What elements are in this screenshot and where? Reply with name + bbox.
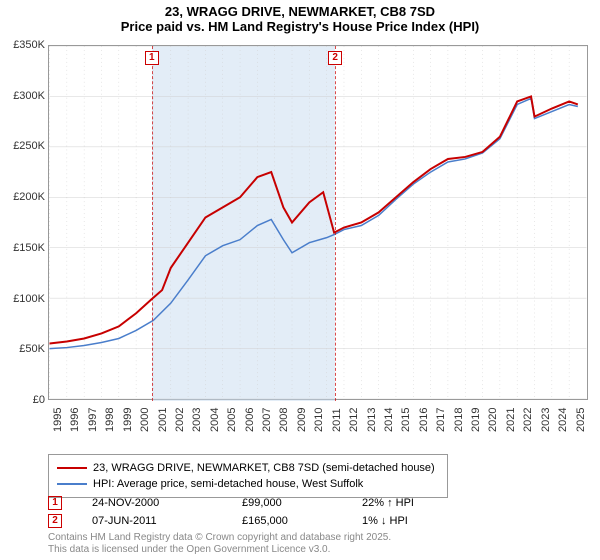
x-axis-label: 1995 xyxy=(52,408,64,432)
x-axis-label: 1999 xyxy=(122,408,134,432)
x-axis-label: 2001 xyxy=(157,408,169,432)
legend-item: HPI: Average price, semi-detached house,… xyxy=(57,476,439,492)
legend: 23, WRAGG DRIVE, NEWMARKET, CB8 7SD (sem… xyxy=(48,454,448,498)
footer-line-2: This data is licensed under the Open Gov… xyxy=(48,544,391,556)
x-axis-label: 2009 xyxy=(296,408,308,432)
event-row: 2 07-JUN-2011£165,0001% ↓ HPI xyxy=(48,512,442,530)
legend-item: 23, WRAGG DRIVE, NEWMARKET, CB8 7SD (sem… xyxy=(57,460,439,476)
footer-line-1: Contains HM Land Registry data © Crown c… xyxy=(48,532,391,544)
event-table: 1 24-NOV-2000£99,00022% ↑ HPI 2 07-JUN-2011… xyxy=(48,494,442,530)
x-axis-label: 2013 xyxy=(366,408,378,432)
event-marker-box: 1 xyxy=(145,51,159,65)
x-axis-label: 2016 xyxy=(418,408,430,432)
x-axis-label: 2003 xyxy=(191,408,203,432)
y-axis-label: £0 xyxy=(3,394,45,406)
event-price: £99,000 xyxy=(242,497,362,509)
chart-plot-area: 12 xyxy=(48,45,588,400)
x-axis-label: 2006 xyxy=(244,408,256,432)
x-axis-label: 2025 xyxy=(575,408,587,432)
event-marker-line xyxy=(152,46,153,401)
legend-label: HPI: Average price, semi-detached house,… xyxy=(93,478,363,490)
x-axis-label: 2005 xyxy=(226,408,238,432)
y-axis-label: £100K xyxy=(3,293,45,305)
event-delta: 22% ↑ HPI xyxy=(362,497,442,509)
event-row: 1 24-NOV-2000£99,00022% ↑ HPI xyxy=(48,494,442,512)
footer-attribution: Contains HM Land Registry data © Crown c… xyxy=(48,532,391,556)
event-delta: 1% ↓ HPI xyxy=(362,515,442,527)
chart-title: 23, WRAGG DRIVE, NEWMARKET, CB8 7SD xyxy=(0,0,600,19)
x-axis-label: 2010 xyxy=(313,408,325,432)
event-date: 07-JUN-2011 xyxy=(92,515,242,527)
x-axis-label: 2017 xyxy=(435,408,447,432)
y-axis-label: £50K xyxy=(3,343,45,355)
x-axis-label: 2011 xyxy=(331,408,343,432)
x-axis-label: 2018 xyxy=(453,408,465,432)
x-axis-label: 2021 xyxy=(505,408,517,432)
x-axis-label: 2020 xyxy=(487,408,499,432)
x-axis-label: 2012 xyxy=(348,408,360,432)
x-axis-label: 1996 xyxy=(69,408,81,432)
event-price: £165,000 xyxy=(242,515,362,527)
x-axis-label: 2008 xyxy=(278,408,290,432)
x-axis-label: 1998 xyxy=(104,408,116,432)
legend-swatch xyxy=(57,483,87,485)
event-marker-badge: 1 xyxy=(48,496,62,510)
x-axis-label: 2000 xyxy=(139,408,151,432)
event-marker-badge: 2 xyxy=(48,514,62,528)
y-axis-label: £250K xyxy=(3,140,45,152)
y-axis-label: £150K xyxy=(3,242,45,254)
x-axis-label: 2015 xyxy=(400,408,412,432)
x-axis-label: 2004 xyxy=(209,408,221,432)
chart-svg xyxy=(49,46,587,399)
chart-subtitle: Price paid vs. HM Land Registry's House … xyxy=(0,19,600,34)
y-axis-label: £350K xyxy=(3,39,45,51)
event-marker-line xyxy=(335,46,336,401)
x-axis-label: 2002 xyxy=(174,408,186,432)
legend-swatch xyxy=(57,467,87,469)
y-axis-label: £300K xyxy=(3,90,45,102)
x-axis-label: 2019 xyxy=(470,408,482,432)
x-axis-label: 1997 xyxy=(87,408,99,432)
x-axis-label: 2007 xyxy=(261,408,273,432)
y-axis-label: £200K xyxy=(3,191,45,203)
event-date: 24-NOV-2000 xyxy=(92,497,242,509)
legend-label: 23, WRAGG DRIVE, NEWMARKET, CB8 7SD (sem… xyxy=(93,462,435,474)
x-axis-label: 2014 xyxy=(383,408,395,432)
x-axis-label: 2022 xyxy=(522,408,534,432)
x-axis-label: 2024 xyxy=(557,408,569,432)
x-axis-label: 2023 xyxy=(540,408,552,432)
event-marker-box: 2 xyxy=(328,51,342,65)
